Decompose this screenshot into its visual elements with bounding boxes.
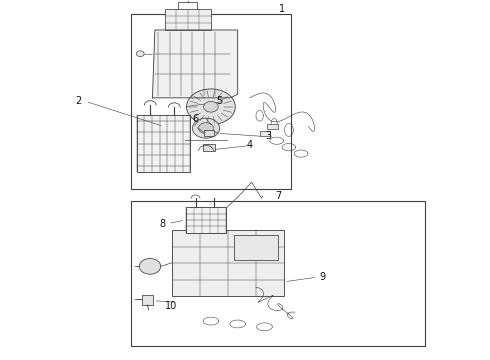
Bar	[137, 115, 191, 172]
Bar	[130, 14, 291, 189]
Circle shape	[136, 51, 144, 57]
Bar	[142, 295, 153, 305]
Text: 9: 9	[319, 272, 325, 282]
Text: 1: 1	[278, 4, 285, 14]
Text: 2: 2	[75, 96, 81, 107]
Bar	[165, 9, 211, 30]
Circle shape	[187, 89, 235, 125]
Text: 10: 10	[165, 301, 177, 311]
Text: 3: 3	[265, 131, 271, 141]
Bar	[260, 131, 270, 136]
Bar	[202, 144, 215, 151]
Text: 8: 8	[159, 219, 165, 229]
Bar	[130, 202, 425, 346]
Circle shape	[193, 118, 220, 138]
Text: 6: 6	[192, 114, 198, 124]
Text: 5: 5	[217, 96, 223, 107]
Circle shape	[198, 123, 214, 134]
Circle shape	[203, 102, 218, 112]
Bar	[268, 124, 278, 129]
Bar	[234, 235, 278, 260]
Text: 4: 4	[247, 140, 253, 150]
Circle shape	[139, 258, 161, 274]
Polygon shape	[152, 30, 238, 98]
Bar	[203, 130, 214, 136]
Bar	[172, 230, 284, 296]
Text: 7: 7	[275, 191, 281, 201]
Bar	[186, 207, 225, 233]
